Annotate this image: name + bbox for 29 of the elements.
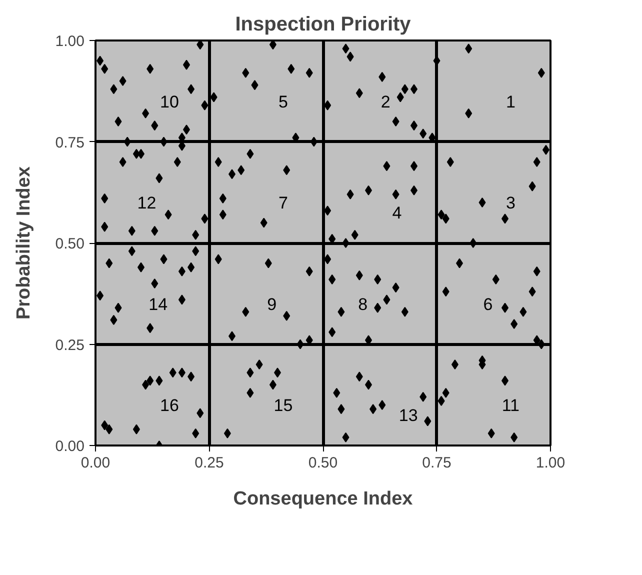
- x-tick-label: 0.25: [194, 454, 224, 472]
- annotation: 10: [160, 92, 179, 112]
- annotation: 3: [506, 194, 516, 212]
- annotation: 7: [278, 194, 288, 212]
- annotation: 1: [506, 92, 516, 112]
- annotation: 8: [358, 294, 368, 314]
- annotation: 2: [380, 92, 390, 112]
- annotation: 5: [278, 92, 288, 112]
- x-tick-label: 0.75: [422, 454, 452, 472]
- annotation: 9: [267, 294, 277, 314]
- y-tick-label: 0.75: [55, 134, 85, 152]
- x-tick-label: 1.00: [536, 454, 566, 472]
- annotation: 16: [160, 396, 179, 415]
- annotation: 13: [398, 406, 418, 426]
- y-tick-label: 1.00: [55, 33, 85, 50]
- x-tick-label: 0.00: [80, 454, 110, 472]
- y-axis-title: Probability Index: [13, 166, 34, 320]
- y-tick-label: 0.25: [55, 336, 85, 354]
- y-tick-label: 0.00: [55, 438, 85, 455]
- annotation: 11: [502, 396, 520, 415]
- annotation: 12: [137, 194, 156, 212]
- annotation: 6: [483, 294, 493, 314]
- x-axis-title: Consequence Index: [233, 488, 414, 510]
- y-tick-label: 0.50: [55, 236, 85, 252]
- annotation: 14: [148, 294, 168, 314]
- annotation: 4: [392, 204, 402, 223]
- annotation: 15: [274, 396, 293, 415]
- x-tick-label: 0.50: [308, 454, 338, 472]
- chart-title: Inspection Priority: [235, 14, 412, 36]
